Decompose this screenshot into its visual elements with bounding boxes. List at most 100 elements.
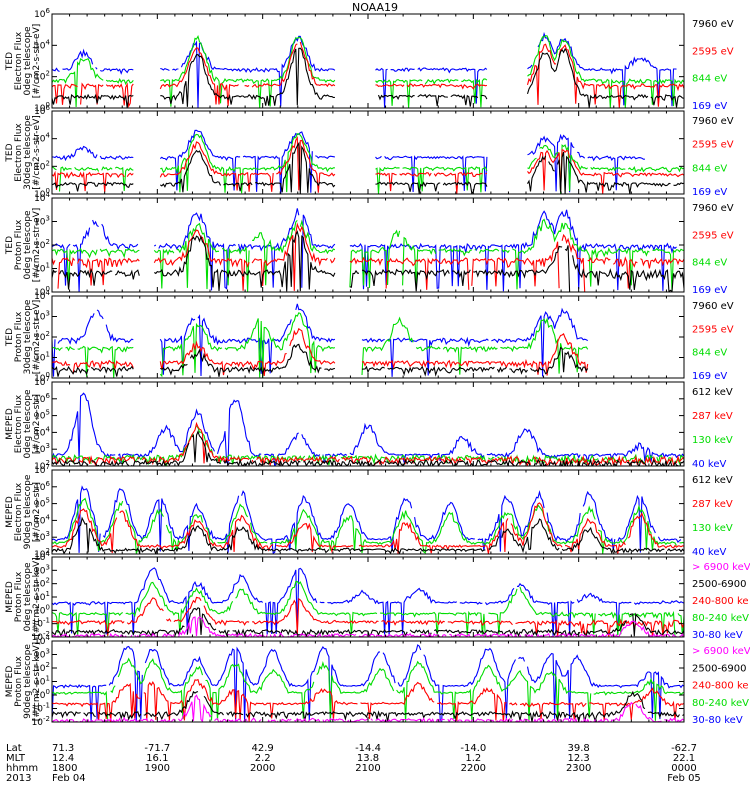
y-tick-label: 104 bbox=[34, 513, 50, 526]
y-tick-label: 103 bbox=[34, 215, 50, 228]
y-tick-label: 101 bbox=[34, 351, 50, 364]
legend-entry: 30-80 keV bbox=[692, 715, 743, 726]
legend-entry: 7960 eV bbox=[692, 203, 734, 214]
series-line-3 bbox=[52, 41, 684, 108]
y-tick-label: 102 bbox=[34, 238, 50, 251]
y-axis-label-line: [#/cm2-s-str-keV] bbox=[32, 557, 42, 636]
legend-entry: 287 keV bbox=[692, 411, 733, 422]
panel-3: 100 101 102 103 104 TED Proton Flux 0deg telesc… bbox=[5, 191, 734, 298]
footer-value: -71.7 bbox=[144, 743, 170, 754]
legend-entry: 40 keV bbox=[692, 547, 726, 558]
legend-entry: 2500-6900 bbox=[692, 579, 747, 590]
footer-value: 2100 bbox=[355, 763, 380, 774]
y-tick-label: 102 bbox=[34, 577, 50, 590]
footer-value: 16.1 bbox=[146, 753, 168, 764]
footer-row-label: Lat bbox=[6, 743, 22, 754]
y-axis-label-line: [#/cm2-s-str-eV] bbox=[32, 115, 42, 190]
y-tick-label: 103 bbox=[34, 442, 50, 455]
footer-value: 39.8 bbox=[568, 743, 590, 754]
y-tick-label: 10-1 bbox=[32, 702, 50, 715]
y-tick-label: 102 bbox=[34, 159, 50, 172]
y-axis-label-line: 90deg telescope bbox=[23, 474, 33, 549]
series-line-4 bbox=[52, 430, 684, 466]
legend-entry: 7960 eV bbox=[692, 116, 734, 127]
footer-value: 1.2 bbox=[465, 753, 481, 764]
y-tick-label: 105 bbox=[34, 409, 50, 422]
y-axis-label-line: Proton Flux bbox=[14, 311, 24, 362]
footer-value: 0000 bbox=[671, 763, 696, 774]
footer-value: 2000 bbox=[250, 763, 275, 774]
legend-entry: 80-240 keV bbox=[692, 613, 749, 624]
y-axis-label-line: 90deg telescope bbox=[23, 644, 33, 719]
series-line-2 bbox=[52, 657, 684, 722]
panel-series-group bbox=[52, 303, 589, 378]
y-axis-label-line: Proton Flux bbox=[14, 219, 24, 270]
series-line-3 bbox=[52, 135, 684, 194]
y-tick-label: 102 bbox=[34, 547, 50, 560]
panel-4: 100 101 102 103 104 TED Proton Flux 30deg teles… bbox=[5, 289, 734, 384]
legend-entry: 2500-6900 bbox=[692, 663, 747, 674]
legend-entry: > 6900 keV bbox=[692, 646, 750, 657]
y-axis-label-line: Electron Flux bbox=[14, 394, 24, 453]
legend-entry: 169 eV bbox=[692, 371, 727, 382]
series-line-2 bbox=[52, 34, 684, 108]
panel-series-group bbox=[52, 392, 684, 466]
y-axis-label-line: Electron Flux bbox=[14, 31, 24, 90]
y-axis-label-line: TED bbox=[5, 143, 15, 162]
footer-value: 13.8 bbox=[357, 753, 379, 764]
legend-entry: 287 keV bbox=[692, 499, 733, 510]
y-tick-label: 104 bbox=[34, 132, 50, 145]
footer-value: Feb 04 bbox=[52, 773, 86, 784]
legend-entry: 612 keV bbox=[692, 387, 733, 398]
y-tick-label: 102 bbox=[34, 70, 50, 83]
series-line-2 bbox=[52, 497, 684, 554]
y-tick-label: 105 bbox=[34, 497, 50, 510]
panel-frame bbox=[51, 197, 685, 293]
panel-series-group bbox=[52, 208, 684, 292]
y-tick-label: 104 bbox=[34, 425, 50, 438]
y-tick-label: 107 bbox=[34, 463, 50, 476]
y-axis-label-line: [#/cm2-s-str] bbox=[32, 482, 42, 542]
series-line-4 bbox=[52, 47, 684, 108]
y-tick-label: 104 bbox=[34, 289, 50, 302]
panel-1: 100 102 104 106 TED Electron Flux 0deg telesco… bbox=[5, 7, 734, 114]
panel-frame bbox=[51, 110, 685, 195]
legend-entry: 2595 eV bbox=[692, 140, 734, 151]
y-tick-label: 100 bbox=[34, 285, 50, 298]
series-line-4 bbox=[52, 343, 589, 377]
y-axis-label-line: TED bbox=[5, 328, 15, 347]
y-axis-label-line: MEPED bbox=[5, 408, 15, 440]
panel-series-group bbox=[52, 644, 684, 722]
legend-entry: 7960 eV bbox=[692, 301, 734, 312]
panel-frame bbox=[51, 381, 685, 467]
legend-entry: 130 keV bbox=[692, 435, 733, 446]
footer-row-label: MLT bbox=[6, 753, 26, 764]
y-axis-label-line: 0deg telescope bbox=[23, 26, 33, 96]
legend-entry: 169 eV bbox=[692, 285, 727, 296]
y-axis-label-line: Proton Flux bbox=[14, 571, 24, 622]
y-axis-label-line: [#/cm2-s-str] bbox=[32, 394, 42, 454]
panel-frame bbox=[51, 13, 685, 109]
panel-2: 100 102 104 106 TED Electron Flux 30deg telesc… bbox=[5, 104, 734, 200]
legend-entry: > 6900 keV bbox=[692, 562, 750, 573]
footer-value: 2200 bbox=[461, 763, 486, 774]
series-line-1 bbox=[52, 303, 588, 377]
y-tick-label: 100 bbox=[34, 603, 50, 616]
legend-entry: 844 eV bbox=[692, 74, 727, 85]
legend-entry: 240-800 ke bbox=[692, 681, 749, 692]
series-line-3 bbox=[52, 596, 684, 637]
y-tick-label: 104 bbox=[34, 191, 50, 204]
footer-value: 2.2 bbox=[255, 753, 271, 764]
y-tick-label: 107 bbox=[34, 375, 50, 388]
y-tick-label: 102 bbox=[34, 330, 50, 343]
panel-series-group bbox=[52, 567, 684, 637]
footer-value: 71.3 bbox=[52, 743, 74, 754]
y-axis-label-line: [#/cm2-s-str-eV] bbox=[32, 208, 42, 283]
series-line-2 bbox=[52, 581, 684, 637]
series-line-1 bbox=[52, 567, 684, 637]
legend-entry: 2595 eV bbox=[692, 230, 734, 241]
y-axis-label-line: MEPED bbox=[5, 666, 15, 698]
footer-value: 1900 bbox=[145, 763, 170, 774]
